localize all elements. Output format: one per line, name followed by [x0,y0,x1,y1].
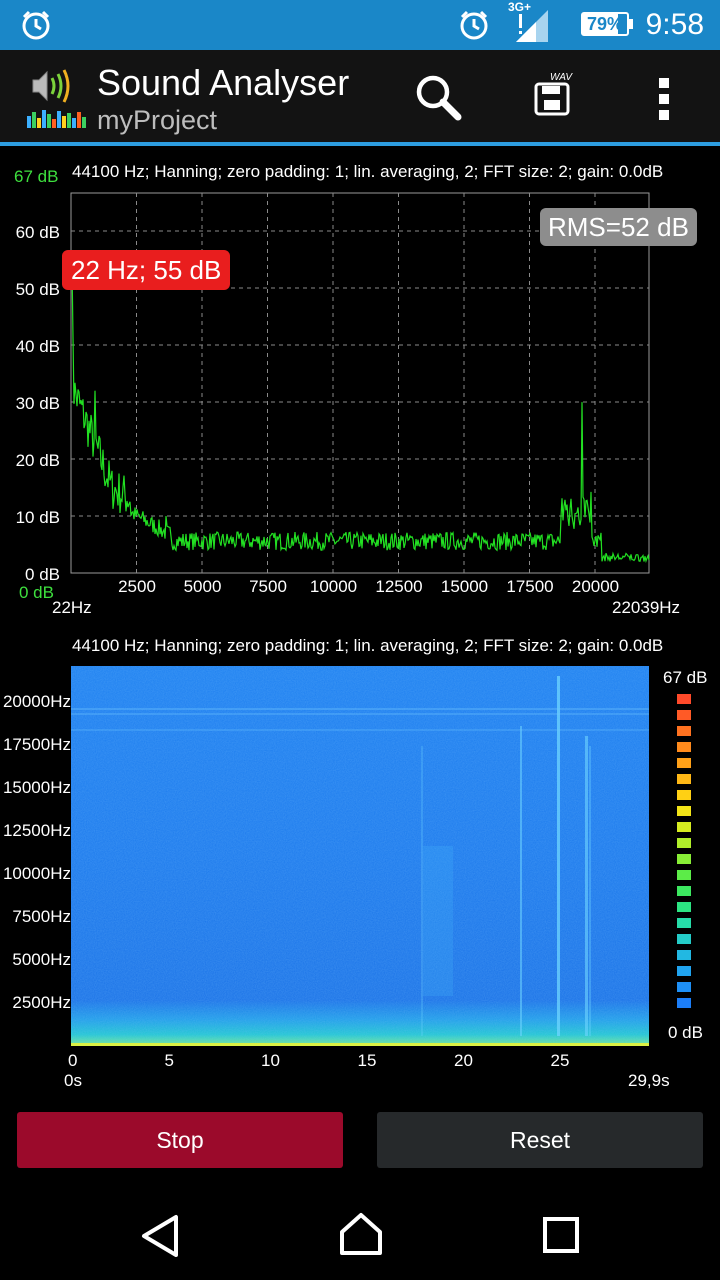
spectrogram-info: 44100 Hz; Hanning; zero padding: 1; lin.… [72,636,664,655]
battery-tip [629,19,633,29]
back-icon[interactable] [140,1214,182,1258]
spectrogram-freq-label: 5000Hz [12,950,71,969]
spectrogram-streak [520,726,522,1036]
color-scale-step [677,934,691,944]
spectrum-y-tick: 20 dB [15,451,60,470]
color-scale-step [677,870,691,880]
color-scale-step [677,710,691,720]
color-scale-step [677,998,691,1008]
spectrogram-plot[interactable] [71,666,649,1046]
spectrum-x-tick: 17500 [506,577,554,596]
color-scale-step [677,822,691,832]
color-scale-step [677,838,691,848]
search-icon[interactable] [414,73,464,123]
spectrogram-time-tick: 5 [164,1051,174,1070]
spectrum-y-min-label: 0 dB [19,583,54,602]
spectrogram-streaks [71,676,649,1046]
spectrum-y-tick: 30 dB [15,394,60,413]
spectrogram-streak [589,746,591,1036]
save-icon-label: WAV [550,72,573,83]
spectrogram-band [71,729,649,731]
spectrogram-time-tick: 15 [357,1051,377,1070]
spectrogram-freq-label: 12500Hz [2,821,71,840]
spectrogram-streak [557,676,560,1036]
scale-max-label: 67 dB [663,668,708,687]
spectrogram-freq-label: 2500Hz [12,993,71,1012]
color-scale-step [677,918,691,928]
spectrum-x-tick: 12500 [375,577,423,596]
color-scale-step [677,806,691,816]
spectrogram-streak [421,746,423,1036]
spectrum-x-tick: 10000 [309,577,358,596]
spectrum-y-max-label: 67 dB [14,167,59,186]
color-scale-step [677,726,691,736]
color-scale-step [677,742,691,752]
color-scale-step [677,758,691,768]
spectrogram-freq-label: 17500Hz [2,735,71,754]
spectrum-x-tick: 2500 [118,577,156,596]
spectrogram-time-tick: 25 [550,1051,570,1070]
status-time: 9:58 [645,8,704,41]
color-scale-step [677,982,691,992]
spectrum-x-end: 22039Hz [612,598,681,617]
spectrum-grid [71,193,649,573]
spectrogram-streak [585,736,588,1036]
signal-icon [516,10,548,42]
color-scale-step [677,886,691,896]
spectrum-x-tick: 7500 [249,577,287,596]
app-logo-icon [27,69,86,128]
spectrogram-freq-label: 15000Hz [2,778,71,797]
project-name: myProject [97,105,218,135]
stop-button[interactable]: Stop [17,1112,343,1168]
overflow-menu-icon[interactable] [652,76,676,122]
spectrum-y-tick: 60 dB [15,223,60,242]
color-scale-step [677,902,691,912]
rms-label: RMS=52 dB [540,208,697,246]
spectrogram-band [71,713,649,715]
battery-level-fill [583,14,618,34]
app-bar [0,50,720,142]
time-end-label: 29,9s [628,1071,670,1090]
spectrogram-freq-label: 7500Hz [12,907,71,926]
alarm-icon [460,10,488,40]
recents-icon[interactable] [542,1216,580,1254]
spectrum-y-tick: 50 dB [15,280,60,299]
color-scale-step [677,790,691,800]
spectrum-x-tick: 5000 [183,577,222,596]
spectrogram-floor [71,1043,649,1046]
spectrum-y-tick: 40 dB [15,337,60,356]
time-start-label: 0s [64,1071,82,1090]
spectrogram-blob [423,846,453,996]
color-scale-step [677,950,691,960]
color-scale-step [677,774,691,784]
spectrum-x-tick: 20000 [571,577,620,596]
spectrogram-band [71,708,649,710]
status-bar: 3G+ 79% 9:58 [0,0,720,50]
spectrum-y-tick: 0 dB [25,565,60,584]
battery-icon: 79% [581,12,629,36]
save-wav-icon[interactable]: WAV [530,70,578,118]
spectrum-x-tick: 15000 [440,577,489,596]
network-type-label: 3G+ [508,0,532,14]
reset-button[interactable]: Reset [377,1112,703,1168]
color-scale-step [677,854,691,864]
battery-percent: 79% [586,14,624,34]
spectrogram-time-tick: 0 [68,1051,78,1070]
spectrum-info: 44100 Hz; Hanning; zero padding: 1; lin.… [72,162,664,181]
scale-min-label: 0 dB [668,1023,703,1042]
spectrogram-freq-label: 20000Hz [2,692,71,711]
spectrum-x-start: 22Hz [52,598,92,617]
spectrum-line [70,259,650,564]
spectrogram-time-tick: 20 [454,1051,473,1070]
app-title: Sound Analyser [97,62,350,103]
spectrum-y-tick: 10 dB [15,508,60,527]
peak-marker: 22 Hz; 55 dB [62,250,231,290]
home-icon[interactable] [338,1212,384,1256]
color-scale-step [677,966,691,976]
spectrogram-freq-label: 10000Hz [2,864,71,883]
app-bar-divider [0,142,720,146]
spectrogram-time-tick: 10 [261,1051,280,1070]
color-scale-step [677,694,691,704]
alarm-clock-icon [22,10,50,40]
